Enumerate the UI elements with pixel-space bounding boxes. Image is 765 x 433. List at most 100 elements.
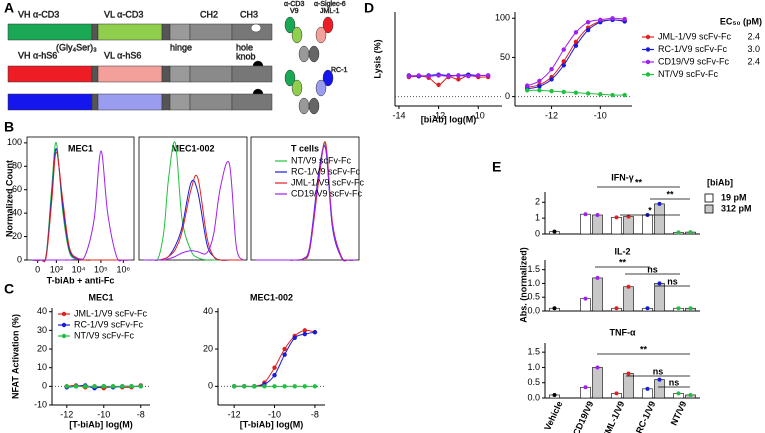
x-axis-label: [biAb] log(M) [421,114,476,124]
panel-label: E [492,159,501,175]
legend-marker [61,333,67,339]
data-point [110,384,116,389]
data-point [485,73,491,78]
significance-label: ns [653,366,664,376]
y-tick-label: 40 [12,208,22,218]
y-tick-label: 1.5 [527,347,540,357]
bar-dot [688,230,693,235]
bar [654,203,665,235]
knob-label: knob [236,51,256,61]
y-tick-label: 30 [37,325,47,335]
legend-marker [645,34,651,40]
domain-label: VH α-CD3 [18,9,59,19]
bar [642,214,653,235]
data-point [561,47,566,52]
bar-dot [688,392,693,397]
y-axis-label: NFAT Activation (%) [10,314,20,399]
legend-label: RC-1/V9 scFv-Fc [658,44,728,54]
data-point [456,73,461,78]
significance-label: ns [669,377,680,387]
y-tick-label: 0 [42,381,47,391]
domain-label: VH α-hS6 [18,50,57,60]
data-point [272,372,277,378]
y-tick-label: 40 [37,306,47,316]
y-tick-label: 20 [203,343,213,353]
data-point [282,384,287,389]
domain [189,93,233,111]
chart-title: MEC1 [88,292,113,302]
data-point [622,92,627,98]
y-tick-label: 40 [203,306,213,316]
data-point [585,27,591,33]
data-point [610,16,615,21]
x-tick-label: 10³ [50,264,63,274]
data-point [537,78,542,84]
chart: 0 50 100 -12 -10 EC₅₀ (pM) JML-1/V9 scFv-Fc 2.4… [495,12,762,120]
y-tick-label: 0.0 [527,305,540,315]
icon-part [284,69,296,87]
legend-ec50: 2.4 [747,31,760,41]
legend-marker [61,322,67,328]
data-point [64,384,69,389]
data-point [312,384,318,389]
bar-dot [626,284,631,289]
y-tick-label: 0.0 [527,392,540,402]
bar-dot [676,306,681,311]
chart-title: T cells [291,143,319,153]
x-tick-label: NT/V9 [669,400,689,427]
hole-label: hole [236,42,253,52]
x-tick-label: -14 [392,110,405,120]
domain [231,65,273,83]
bar-dot [552,229,557,234]
significance-label: ** [666,189,674,199]
icon-label: α-CD3 [284,1,304,8]
data-point [549,88,554,94]
data-point [561,59,566,64]
x-axis-label: [T-biAb] log(M) [240,419,303,429]
y-tick-label: 0 [505,91,510,101]
bar [580,213,591,235]
legend-swatch [704,204,714,214]
histogram-curve [31,150,131,262]
data-point [101,384,106,389]
bar-dot [645,306,650,311]
data-point [302,328,308,333]
histogram-curve [31,148,131,262]
y-tick-label: 20 [37,343,47,353]
data-point [138,384,143,389]
data-point [272,365,277,370]
legend-marker [645,47,651,52]
chart: -10 0 10 20 30 40 -12 -10 -8 MEC1 NFAT Activation … [10,292,150,429]
bar-dot [583,296,588,301]
icon-part [308,45,320,63]
panel-label: B [4,119,14,135]
data-point [129,384,134,389]
x-tick-label: 10⁶ [116,264,130,274]
data-point [561,89,566,95]
legend-ec50: 3.0 [747,44,760,54]
domain-label: CH2 [200,9,218,19]
y-tick-label: 1.0 [527,362,540,372]
x-tick-label: -12 [432,110,445,120]
data-point [537,84,542,89]
x-tick-label: -8 [311,409,319,419]
chart: 0 20 40 60 80 100 0 10³ 10⁴ 10⁵ 10⁶ MEC1 Normalized … [4,136,135,285]
y-tick-label: 50 [500,52,510,62]
data-point [573,30,579,35]
data-point [272,384,277,389]
legend-label: NT/V9 scFv-Fc [658,69,718,79]
chart-title: MEC1-002 [250,292,293,302]
icon-part [291,26,303,44]
significance-label: ns [647,264,658,274]
plot-frame [26,136,135,261]
data-point [549,66,554,72]
histogram-curve [143,179,244,261]
domain [231,93,273,111]
chart: -14 -12 -10 Lysis (%) [biAb] log(M) [372,12,502,124]
icon-part [308,97,320,115]
x-tick-label: -12 [60,409,73,419]
plot-frame [138,136,248,261]
legend-ec50: 2.4 [747,56,760,66]
icon-part [322,69,334,87]
